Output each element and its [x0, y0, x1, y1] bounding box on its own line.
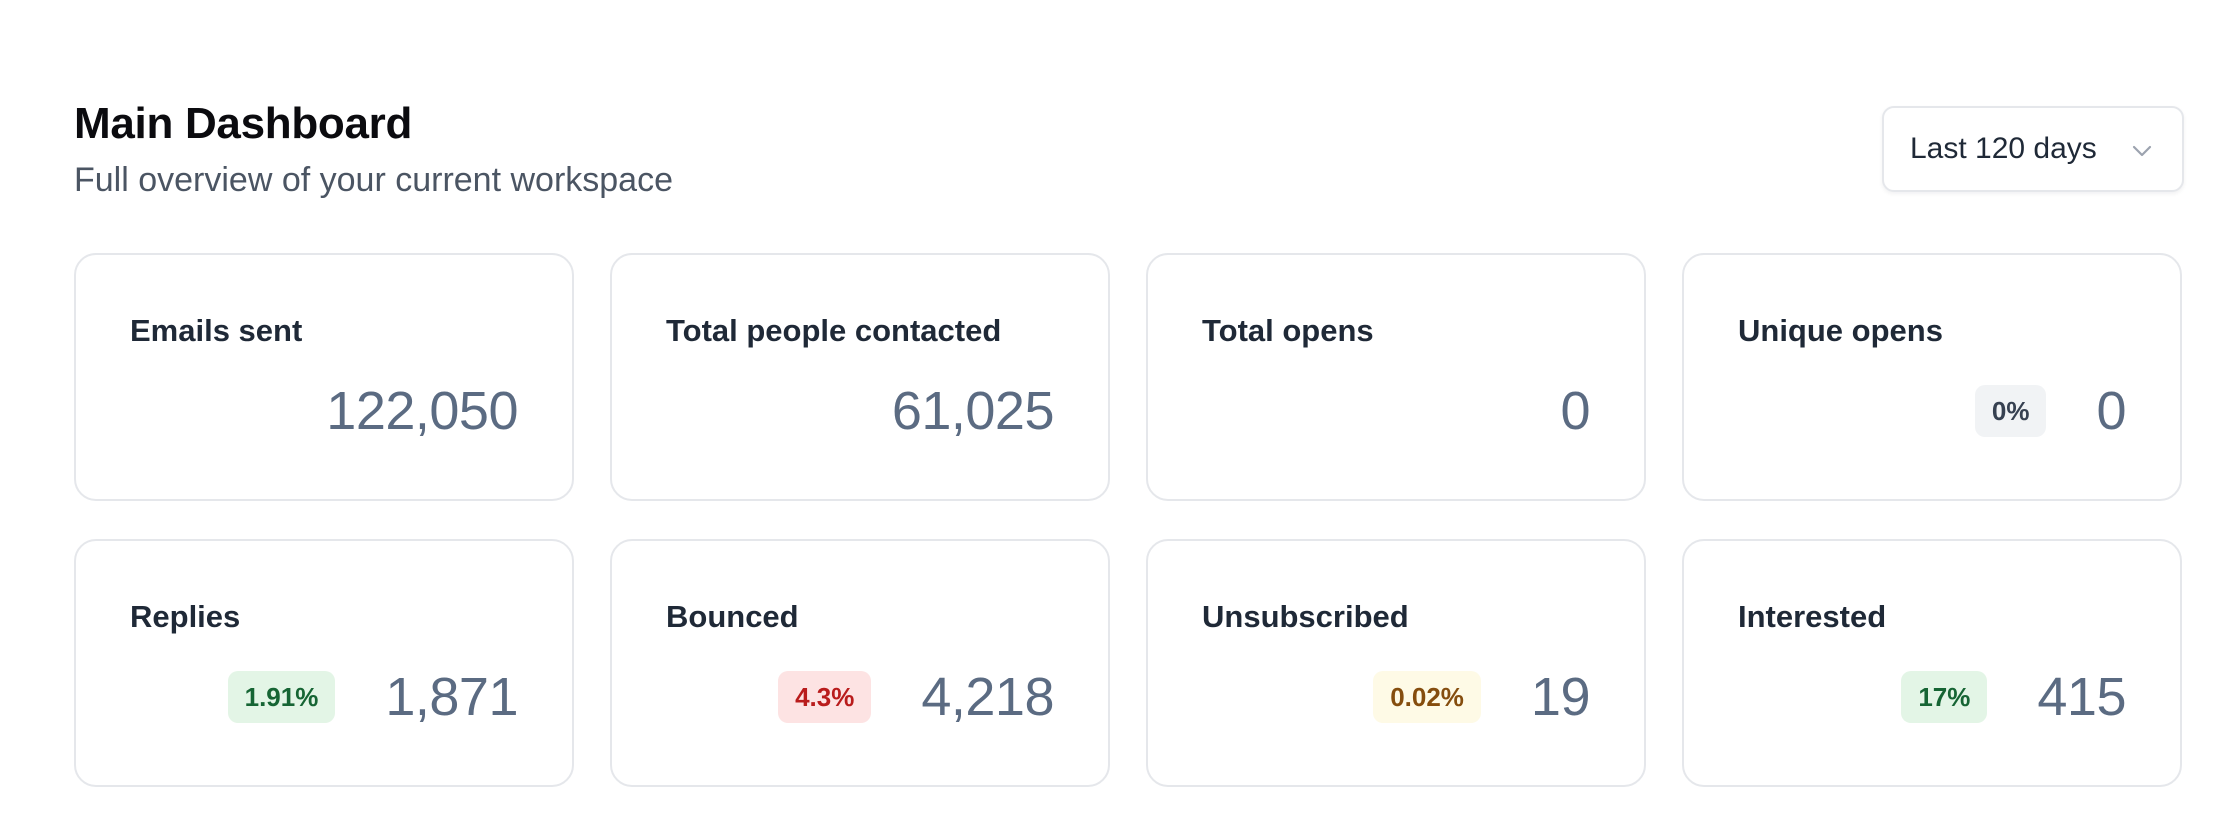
stat-value: 0	[2096, 381, 2126, 441]
stat-card-replies: Replies 1.91% 1,871	[74, 539, 574, 787]
page-title: Main Dashboard	[74, 99, 413, 148]
stat-label: Replies	[130, 599, 241, 634]
stat-percent-badge: 17%	[1901, 671, 1988, 723]
stat-value: 122,050	[326, 381, 518, 441]
stat-card-total-opens: Total opens 0	[1146, 253, 1646, 501]
date-range-select[interactable]: Last 120 days	[1882, 106, 2184, 192]
stat-value-row: 61,025	[891, 381, 1055, 441]
stat-card-unique-opens: Unique opens 0% 0	[1682, 253, 2182, 501]
stat-value: 1,871	[385, 667, 518, 727]
stat-value-row: 0	[1560, 383, 1590, 439]
stat-value: 0	[1560, 381, 1590, 441]
stat-value: 61,025	[891, 381, 1055, 441]
stat-value-row: 0.02% 19	[1373, 667, 1591, 727]
stat-label: Emails sent	[130, 313, 303, 348]
stat-card-interested: Interested 17% 415	[1682, 539, 2182, 787]
stat-percent-badge: 1.91%	[227, 671, 336, 723]
stat-label: Interested	[1738, 599, 1887, 634]
stat-value-row: 1.91% 1,871	[227, 667, 518, 727]
date-range-value: Last 120 days	[1910, 132, 2097, 165]
stat-label: Unsubscribed	[1202, 599, 1409, 634]
stat-value: 19	[1530, 667, 1591, 727]
stat-label: Bounced	[666, 599, 799, 634]
dashboard-header: Main Dashboard Full overview of your cur…	[74, 98, 2184, 208]
stat-value-row: 0% 0	[1974, 381, 2126, 441]
stat-percent-badge: 4.3%	[778, 671, 872, 723]
stat-label: Unique opens	[1738, 313, 1943, 348]
stats-grid: Emails sent 122,050 Total people contact…	[74, 253, 2184, 787]
stat-card-emails-sent: Emails sent 122,050	[74, 253, 574, 501]
stat-value-row: 17% 415	[1901, 669, 2126, 725]
stat-label: Total opens	[1202, 313, 1374, 348]
stat-value: 4,218	[921, 667, 1054, 727]
stat-label: Total people contacted	[666, 313, 1002, 348]
stat-card-unsubscribed: Unsubscribed 0.02% 19	[1146, 539, 1646, 787]
stat-percent-badge: 0.02%	[1373, 671, 1481, 723]
stat-value-row: 122,050	[326, 383, 518, 439]
stat-card-total-people-contacted: Total people contacted 61,025	[610, 253, 1110, 501]
stat-percent-badge: 0%	[1974, 385, 2047, 437]
stat-value: 415	[2037, 667, 2126, 727]
page-subtitle: Full overview of your current workspace	[74, 161, 674, 199]
chevron-down-icon	[2132, 145, 2152, 157]
stat-card-bounced: Bounced 4.3% 4,218	[610, 539, 1110, 787]
stat-value-row: 4.3% 4,218	[778, 669, 1054, 725]
